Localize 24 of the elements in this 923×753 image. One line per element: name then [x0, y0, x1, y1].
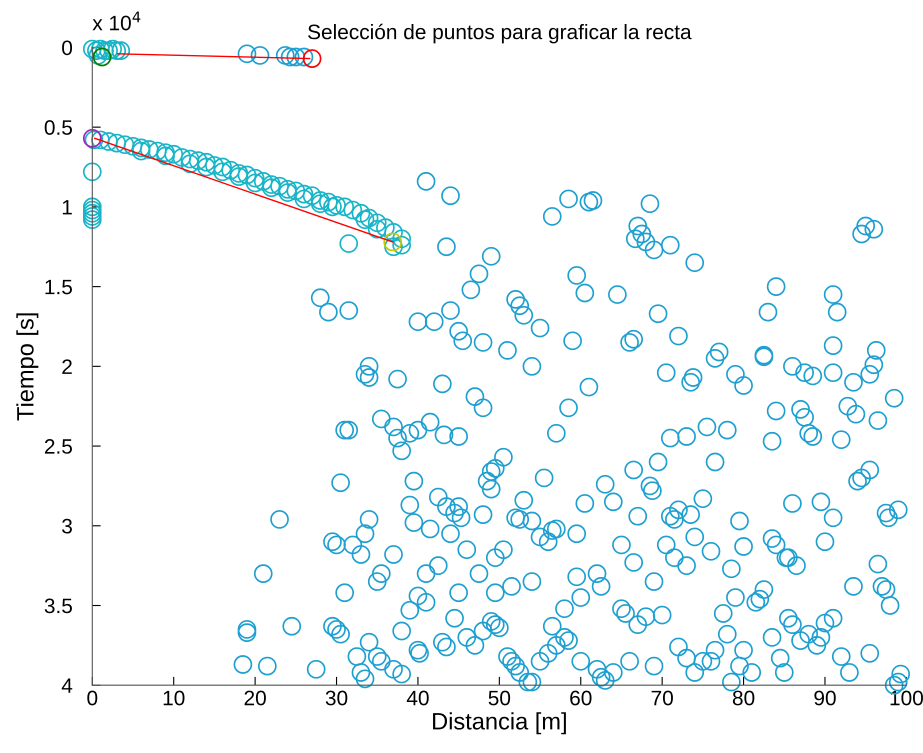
y-tick-label: 2.5: [44, 439, 72, 454]
y-axis-title: Tiempo [s]: [16, 313, 38, 420]
x-axis-title: Distancia [m]: [433, 712, 566, 734]
y-tick-label: 3: [62, 518, 72, 534]
y-tick-label: 4: [62, 678, 72, 693]
y-tick-label: 0.5: [44, 120, 72, 135]
x-tick-label: 60: [570, 690, 592, 706]
x-tick-label: 10: [164, 690, 184, 706]
x-tick-label: 20: [244, 690, 266, 706]
x-tick-label: 90: [814, 690, 836, 706]
y-tick-label: 1: [62, 200, 72, 214]
y-tick-label: 1.5: [45, 280, 72, 294]
x-tick-label: 50: [488, 690, 510, 706]
x-tick-label: 70: [652, 690, 673, 706]
text: x 10$^{4}$: [92, 12, 140, 30]
y-tick-label: 3.5: [44, 598, 72, 614]
y-tick-label: 2: [62, 359, 72, 374]
x-tick-label: 0: [87, 690, 98, 706]
chart-title: Selección de puntos para graficar la recta: [308, 24, 692, 44]
x-tick-label: 80: [732, 690, 754, 706]
x-tick-label: 40: [406, 690, 429, 706]
x-tick-label: 100: [890, 690, 923, 706]
y-tick-label: 0: [62, 40, 72, 56]
x-tick-label: 30: [326, 690, 348, 706]
